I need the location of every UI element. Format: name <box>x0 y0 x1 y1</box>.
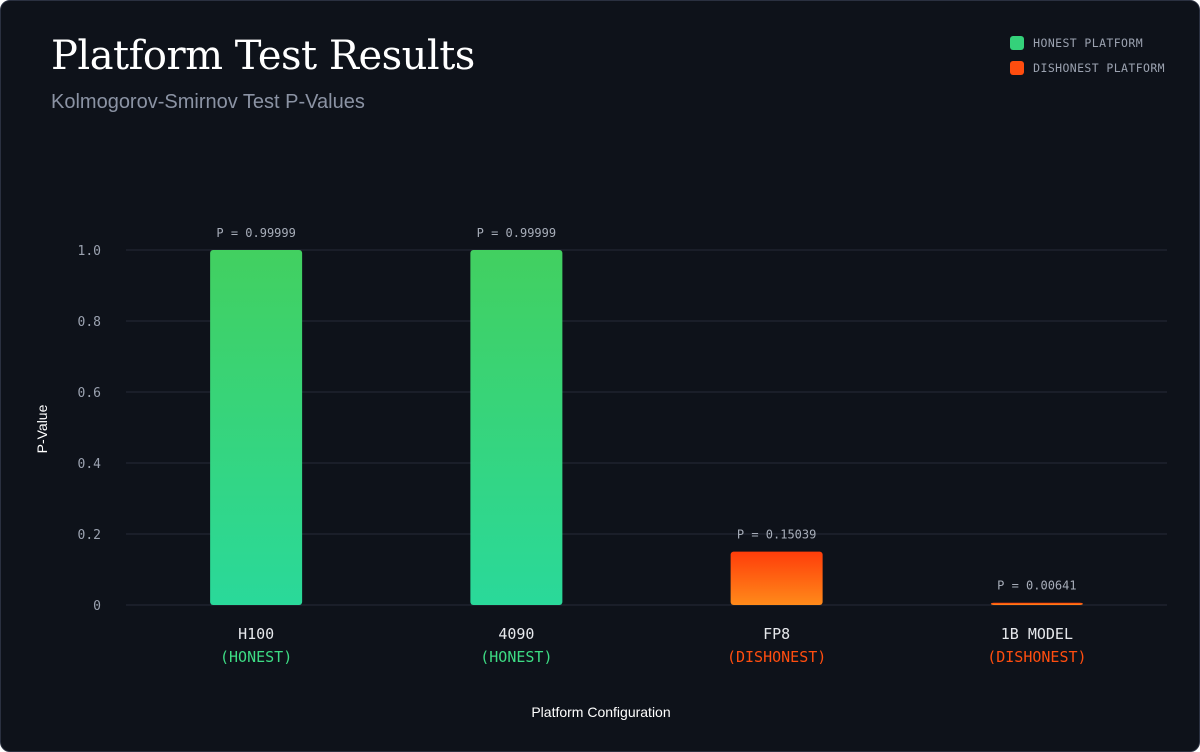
legend-label-dishonest: DISHONEST PLATFORM <box>1033 61 1165 75</box>
value-label: P = 0.00641 <box>997 579 1076 593</box>
category-label: H100 <box>238 625 274 643</box>
y-tick-label: 0.4 <box>78 457 102 472</box>
y-tick-label: 0.8 <box>78 315 101 330</box>
value-label: P = 0.99999 <box>216 226 295 240</box>
chart-subtitle: Kolmogorov-Smirnov Test P-Values <box>51 91 365 113</box>
status-label: (HONEST) <box>220 648 292 666</box>
value-labels: P = 0.99999 P = 0.99999 P = 0.15039 P = 0.0… <box>216 226 1076 593</box>
bar-h100 <box>210 250 303 606</box>
y-tick-label: 1.0 <box>78 244 101 259</box>
y-tick-label: 0 <box>93 599 101 614</box>
category-label: FP8 <box>763 625 790 643</box>
status-label: (DISHONEST) <box>727 648 826 666</box>
value-label: P = 0.99999 <box>477 226 556 240</box>
value-label: P = 0.15039 <box>737 528 816 542</box>
y-axis-ticks: 0 0.2 0.4 0.6 0.8 1.0 <box>78 244 102 614</box>
legend-item-dishonest: DISHONEST PLATFORM <box>1010 60 1165 76</box>
legend-item-honest: HONEST PLATFORM <box>1010 35 1165 51</box>
bar-4090 <box>470 250 563 606</box>
chart-title: Platform Test Results <box>51 33 475 79</box>
y-axis-label: P-Value <box>34 404 50 453</box>
y-tick-label: 0.6 <box>78 386 101 401</box>
category-labels: H100 (HONEST) 4090 (HONEST) FP8 (DISHONEST) 1B… <box>220 625 1087 666</box>
bar-fp8 <box>730 551 823 605</box>
legend-swatch-honest <box>1010 36 1025 50</box>
y-tick-label: 0.2 <box>78 528 101 543</box>
category-label: 4090 <box>498 625 534 643</box>
category-label: 1B MODEL <box>1001 625 1073 643</box>
status-label: (DISHONEST) <box>987 648 1086 666</box>
status-label: (HONEST) <box>480 648 552 666</box>
legend-label-honest: HONEST PLATFORM <box>1033 36 1144 50</box>
bar-1b-model <box>990 602 1083 605</box>
bars <box>210 250 1083 606</box>
legend: HONEST PLATFORM DISHONEST PLATFORM <box>1010 35 1165 85</box>
x-axis-label: Platform Configuration <box>531 704 670 720</box>
legend-swatch-dishonest <box>1010 61 1025 75</box>
